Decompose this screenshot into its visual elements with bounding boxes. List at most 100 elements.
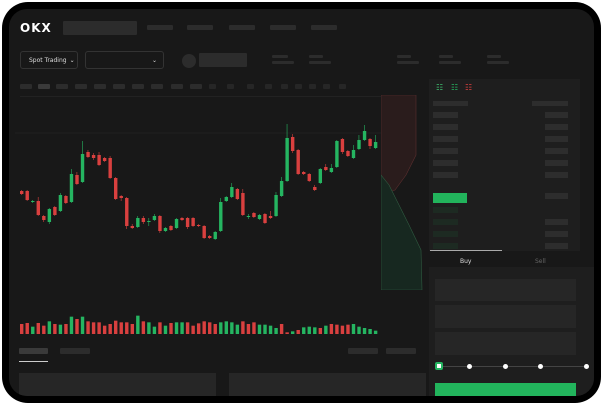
volume-bar bbox=[86, 321, 90, 334]
candle-body bbox=[279, 181, 284, 196]
volume-bar bbox=[230, 322, 234, 334]
drawing-tool-icon[interactable] bbox=[295, 84, 302, 89]
drawing-tool-icon[interactable] bbox=[227, 84, 234, 89]
candle-body bbox=[125, 198, 129, 226]
drawing-tool-icon[interactable] bbox=[339, 84, 346, 89]
pair-selector[interactable]: ⌄ bbox=[85, 51, 164, 69]
drawing-tool-icon[interactable] bbox=[323, 84, 330, 89]
volume-bar bbox=[351, 324, 356, 334]
ask-price bbox=[433, 136, 458, 142]
candle-body bbox=[329, 168, 334, 172]
tab-buy[interactable]: Buy bbox=[460, 258, 472, 265]
volume-bar bbox=[257, 324, 262, 334]
drawing-tool-icon[interactable] bbox=[247, 84, 254, 89]
candlestick-chart[interactable] bbox=[15, 95, 381, 335]
timeframe-button[interactable] bbox=[38, 84, 50, 89]
volume-bar bbox=[313, 327, 317, 334]
volume-bar bbox=[75, 319, 79, 334]
timeframe-button[interactable] bbox=[75, 84, 87, 89]
volume-bar bbox=[102, 325, 107, 334]
timeframe-button[interactable] bbox=[94, 84, 106, 89]
drawing-tool-icon[interactable] bbox=[309, 84, 316, 89]
market-selector[interactable]: Spot Trading ⌄ bbox=[20, 51, 78, 69]
candle-body bbox=[97, 155, 101, 165]
tab-sell[interactable]: Sell bbox=[535, 258, 546, 265]
nav-item[interactable] bbox=[229, 25, 255, 30]
volume-bar bbox=[25, 323, 29, 334]
candle-body bbox=[274, 195, 278, 216]
ask-price bbox=[433, 124, 458, 130]
candle-body bbox=[64, 196, 68, 203]
price-display bbox=[199, 53, 247, 67]
volume-bar bbox=[302, 327, 306, 334]
candle-body bbox=[208, 236, 212, 238]
bid-price bbox=[433, 231, 458, 237]
timeframe-button[interactable] bbox=[190, 84, 202, 89]
bid-amount bbox=[545, 231, 568, 237]
total-input[interactable] bbox=[435, 332, 576, 355]
tab-order-history[interactable] bbox=[60, 348, 90, 354]
timeframe-button[interactable] bbox=[113, 84, 125, 89]
nav-item[interactable] bbox=[147, 25, 173, 30]
timeframe-button[interactable] bbox=[171, 84, 183, 89]
mid-amount bbox=[545, 193, 568, 199]
slider-step-100[interactable] bbox=[584, 364, 589, 369]
slider-step-75[interactable] bbox=[538, 364, 543, 369]
volume-bar bbox=[246, 324, 251, 334]
candle-body bbox=[102, 158, 107, 161]
candle-body bbox=[213, 232, 217, 239]
volume-bar bbox=[125, 322, 129, 334]
active-tab-underline bbox=[430, 250, 502, 251]
tab-open-orders[interactable] bbox=[19, 348, 48, 354]
volume-bar bbox=[47, 321, 52, 334]
amount-input[interactable] bbox=[435, 305, 576, 328]
volume-bar bbox=[357, 326, 361, 334]
timeframe-button[interactable] bbox=[56, 84, 68, 89]
orderbook-asks-view-icon[interactable]: ☷ bbox=[465, 83, 473, 92]
nav-item[interactable] bbox=[311, 25, 337, 30]
volume-bar bbox=[324, 325, 328, 334]
coin-icon bbox=[182, 54, 196, 68]
drawing-tool-icon[interactable] bbox=[265, 84, 272, 89]
okx-logo[interactable]: OKX bbox=[20, 21, 52, 35]
volume-bar bbox=[279, 324, 284, 334]
ask-price bbox=[433, 148, 458, 154]
drawing-tool-icon[interactable] bbox=[209, 84, 216, 89]
nav-item[interactable] bbox=[270, 25, 296, 30]
candle-body bbox=[80, 154, 85, 182]
candle-body bbox=[241, 193, 245, 215]
orderbook-bids-view-icon[interactable]: ☷ bbox=[451, 83, 459, 92]
candle-body bbox=[318, 169, 323, 183]
timeframe-button[interactable] bbox=[132, 84, 144, 89]
stat-value bbox=[397, 61, 419, 64]
filter-button[interactable] bbox=[348, 348, 378, 354]
slider-step-25[interactable] bbox=[467, 364, 472, 369]
volume-bar bbox=[252, 322, 256, 334]
drawing-tool-icon[interactable] bbox=[281, 84, 288, 89]
price-input[interactable] bbox=[435, 279, 576, 301]
nav-item[interactable] bbox=[187, 25, 213, 30]
timeframe-button[interactable] bbox=[20, 84, 32, 89]
candle-body bbox=[235, 189, 240, 199]
candle-body bbox=[351, 150, 356, 158]
slider-step-50[interactable] bbox=[503, 364, 508, 369]
stat-value bbox=[439, 61, 461, 64]
volume-bar bbox=[274, 328, 278, 334]
volume-bar bbox=[108, 324, 112, 334]
amount-slider[interactable] bbox=[439, 366, 587, 367]
volume-bar bbox=[340, 325, 345, 334]
candle-body bbox=[219, 202, 223, 231]
stat-label bbox=[487, 55, 501, 58]
search-bar[interactable] bbox=[63, 21, 137, 35]
filter-button[interactable] bbox=[386, 348, 416, 354]
candle-body bbox=[152, 216, 157, 220]
slider-handle[interactable] bbox=[435, 362, 443, 370]
timeframe-button[interactable] bbox=[151, 84, 163, 89]
candle-body bbox=[368, 139, 372, 146]
orderbook-both-view-icon[interactable]: ☷ bbox=[436, 83, 444, 92]
stat-label bbox=[309, 55, 323, 58]
volume-bar bbox=[58, 324, 63, 334]
divider bbox=[20, 96, 390, 97]
candle-body bbox=[147, 221, 151, 222]
buy-submit-button[interactable] bbox=[435, 383, 576, 396]
